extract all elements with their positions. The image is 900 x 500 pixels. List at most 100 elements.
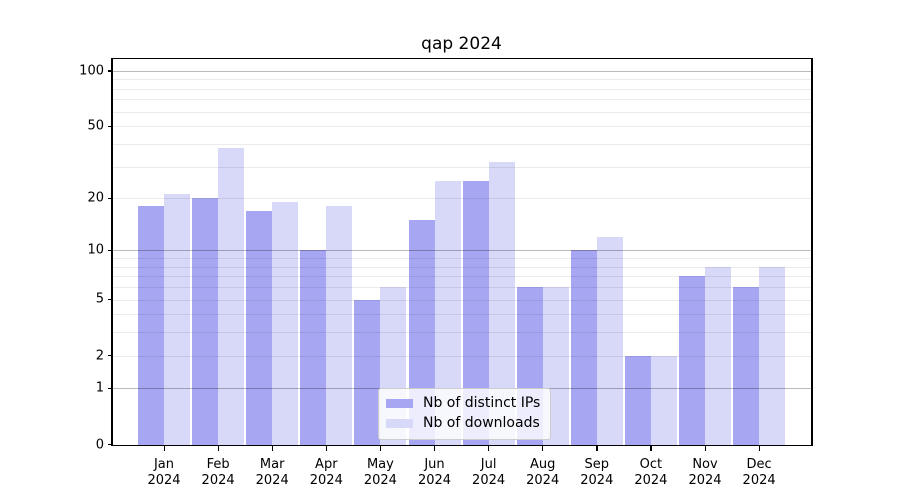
y-tick-label-2: 2 [95, 348, 104, 364]
x-tick-year: 2024 [417, 473, 452, 488]
gridline-minor-8 [112, 266, 811, 268]
x-tick-month: Oct [639, 456, 663, 472]
x-tick-year: 2024 [201, 473, 235, 488]
x-tick-label-jul: Jul 2024 [449, 457, 529, 490]
y-tick-label-5: 5 [95, 291, 104, 307]
x-tick-mark-aug [542, 446, 544, 451]
gridline-minor-3 [112, 332, 811, 334]
x-tick-mark-jun [434, 446, 436, 451]
right-spine [811, 57, 813, 446]
x-tick-month: Jul [480, 456, 497, 472]
x-tick-month: Jan [153, 456, 175, 472]
legend: Nb of distinct IPs Nb of downloads [378, 388, 552, 440]
gridline-major-100 [112, 70, 811, 72]
bar-downloads-jan [164, 194, 190, 445]
x-tick-label-aug: Aug 2024 [503, 457, 583, 490]
x-tick-year: 2024 [526, 473, 560, 488]
x-tick-year: 2024 [472, 473, 506, 488]
legend-row-distinct-ips: Nb of distinct IPs [386, 395, 540, 412]
x-tick-month: Mar [259, 456, 285, 472]
y-tick-mark-10 [107, 249, 113, 252]
x-tick-mark-apr [325, 446, 328, 451]
legend-row-downloads: Nb of downloads [386, 415, 540, 432]
x-tick-mark-mar [271, 446, 273, 451]
gridline-minor-5 [112, 299, 811, 301]
x-tick-mark-nov [704, 446, 706, 451]
y-tick-label-100: 100 [79, 63, 104, 79]
bar-downloads-mar [272, 202, 299, 445]
bar-distinct-ips-jan [138, 206, 164, 445]
x-tick-month: Dec [746, 456, 772, 472]
bar-distinct-ips-may [354, 299, 381, 445]
x-tick-year: 2024 [147, 473, 181, 488]
x-tick-year: 2024 [309, 473, 343, 488]
gridline-minor-60 [112, 111, 811, 113]
x-tick-label-jan: Jan 2024 [124, 457, 204, 490]
bar-downloads-feb [218, 147, 245, 445]
y-tick-mark-20 [107, 197, 113, 199]
bar-downloads-apr [326, 206, 353, 445]
y-tick-mark-1 [107, 387, 113, 390]
gridline-major-10 [112, 250, 811, 252]
x-tick-label-mar: Mar 2024 [232, 457, 312, 490]
bar-distinct-ips-oct [624, 355, 651, 445]
x-tick-month: Aug [529, 456, 556, 472]
gridline-minor-50 [112, 126, 811, 128]
legend-swatch-downloads [386, 419, 413, 428]
gridline-minor-30 [112, 166, 811, 168]
x-tick-year: 2024 [688, 473, 722, 488]
gridline-minor-2 [112, 355, 811, 357]
y-tick-mark-2 [107, 355, 113, 357]
gridline-minor-80 [112, 88, 811, 90]
bar-distinct-ips-apr [300, 250, 327, 445]
gridline-minor-9 [112, 258, 811, 260]
bar-distinct-ips-mar [246, 210, 273, 445]
legend-swatch-distinct-ips [386, 399, 413, 408]
gridline-minor-6 [112, 287, 811, 288]
y-tick-label-20: 20 [87, 190, 104, 206]
bar-distinct-ips-feb [192, 198, 219, 445]
bar-distinct-ips-dec [733, 287, 760, 445]
x-tick-year: 2024 [363, 473, 397, 488]
x-tick-mark-sep [596, 446, 598, 451]
left-spine [111, 57, 113, 446]
y-tick-mark-50 [107, 125, 113, 127]
x-tick-label-jun: Jun 2024 [395, 457, 475, 490]
x-tick-month: Nov [692, 456, 718, 472]
x-tick-mark-feb [217, 446, 219, 451]
chart-title: qap 2024 [421, 34, 502, 54]
bar-downloads-oct [650, 355, 677, 445]
x-tick-mark-jul [488, 446, 490, 451]
x-tick-label-apr: Apr 2024 [286, 457, 366, 490]
x-tick-label-may: May 2024 [340, 457, 420, 490]
y-tick-mark-0 [107, 444, 113, 446]
bar-distinct-ips-nov [679, 276, 705, 445]
x-tick-month: Sep [584, 456, 610, 472]
y-tick-label-0: 0 [95, 437, 104, 452]
bottom-spine [111, 444, 813, 446]
x-tick-label-oct: Oct 2024 [611, 457, 691, 490]
x-tick-year: 2024 [255, 473, 289, 488]
y-tick-label-1: 1 [95, 380, 104, 396]
gridline-minor-40 [112, 143, 811, 145]
bar-downloads-sep [596, 236, 623, 445]
plot-area [111, 57, 813, 446]
x-tick-label-sep: Sep 2024 [557, 457, 637, 490]
x-tick-year: 2024 [580, 473, 614, 488]
y-tick-label-50: 50 [87, 118, 104, 134]
bar-distinct-ips-sep [570, 250, 597, 445]
x-tick-month: Apr [315, 456, 338, 472]
gridline-minor-4 [112, 314, 811, 316]
x-tick-year: 2024 [742, 473, 776, 488]
top-spine [111, 57, 813, 59]
bar-downloads-nov [705, 266, 731, 445]
x-tick-mark-oct [650, 446, 652, 451]
y-tick-mark-100 [107, 70, 113, 72]
gridline-minor-70 [112, 99, 811, 101]
x-tick-label-feb: Feb 2024 [178, 457, 258, 490]
x-tick-label-dec: Dec 2024 [719, 457, 799, 490]
gridline-minor-7 [112, 276, 811, 278]
x-tick-month: May [366, 456, 394, 472]
y-tick-mark-5 [107, 298, 113, 301]
